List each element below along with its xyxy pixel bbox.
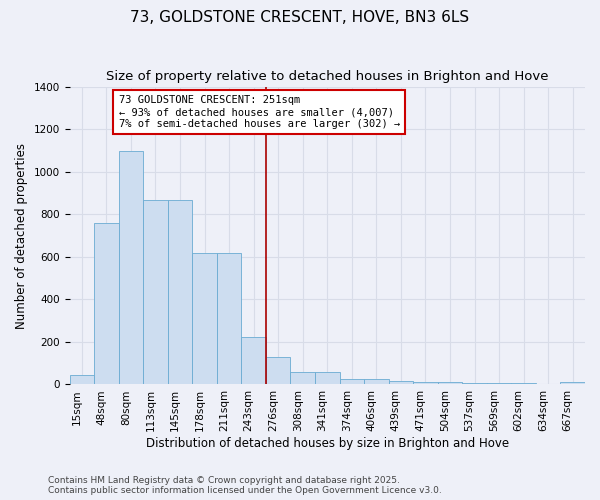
Bar bbox=[389, 382, 413, 384]
Bar bbox=[315, 372, 340, 384]
Bar bbox=[364, 379, 389, 384]
Bar bbox=[511, 383, 536, 384]
Y-axis label: Number of detached properties: Number of detached properties bbox=[15, 142, 28, 328]
Title: Size of property relative to detached houses in Brighton and Hove: Size of property relative to detached ho… bbox=[106, 70, 548, 83]
Bar bbox=[94, 223, 119, 384]
Bar bbox=[290, 372, 315, 384]
Text: 73 GOLDSTONE CRESCENT: 251sqm
← 93% of detached houses are smaller (4,007)
7% of: 73 GOLDSTONE CRESCENT: 251sqm ← 93% of d… bbox=[119, 96, 400, 128]
Bar bbox=[413, 382, 438, 384]
Text: Contains HM Land Registry data © Crown copyright and database right 2025.
Contai: Contains HM Land Registry data © Crown c… bbox=[48, 476, 442, 495]
Bar bbox=[70, 375, 94, 384]
Bar bbox=[438, 382, 462, 384]
Bar bbox=[192, 252, 217, 384]
Bar bbox=[143, 200, 168, 384]
Bar bbox=[241, 336, 266, 384]
Bar bbox=[560, 382, 585, 384]
Bar bbox=[217, 252, 241, 384]
X-axis label: Distribution of detached houses by size in Brighton and Hove: Distribution of detached houses by size … bbox=[146, 437, 509, 450]
Bar bbox=[340, 379, 364, 384]
Text: 73, GOLDSTONE CRESCENT, HOVE, BN3 6LS: 73, GOLDSTONE CRESCENT, HOVE, BN3 6LS bbox=[130, 10, 470, 25]
Bar bbox=[266, 357, 290, 384]
Bar bbox=[119, 150, 143, 384]
Bar bbox=[168, 200, 192, 384]
